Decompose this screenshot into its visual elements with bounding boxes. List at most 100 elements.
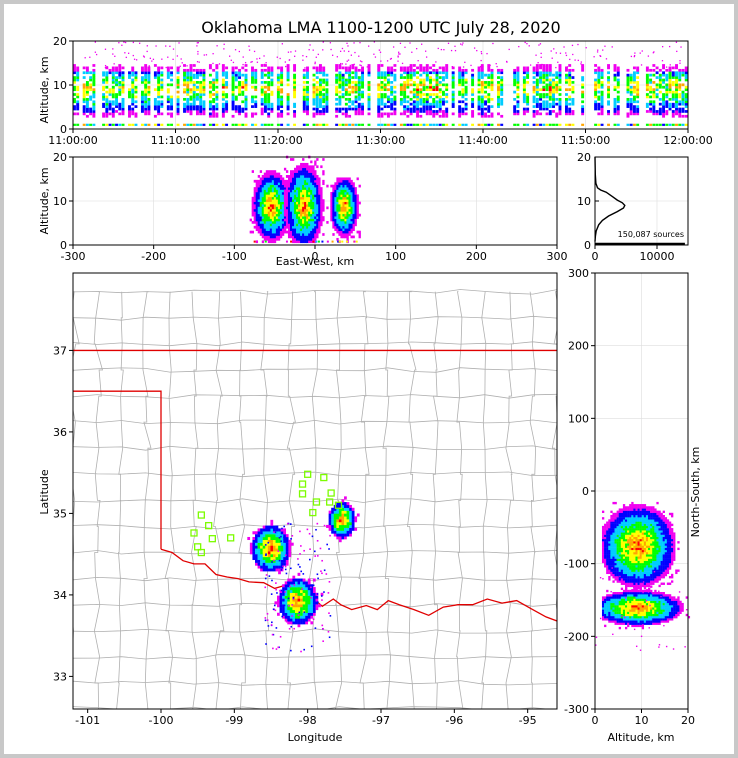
- source-density-cell: [435, 78, 439, 82]
- time-axis-tick-label: 11:50:00: [561, 134, 610, 147]
- source-density-cell: [294, 233, 297, 236]
- source-density-cell: [304, 208, 307, 212]
- source-density-cell: [354, 189, 357, 193]
- source-density-cell: [332, 221, 335, 224]
- source-density-cell: [302, 218, 305, 222]
- source-density-cell: [409, 73, 413, 77]
- source-density-cell: [348, 76, 352, 79]
- source-density-cell: [300, 208, 303, 212]
- source-density-cell: [558, 88, 562, 92]
- source-density-cell: [322, 112, 326, 116]
- east-west-xaxis-tick-label: 100: [385, 250, 406, 263]
- source-density-cell: [522, 112, 526, 116]
- source-density-cell: [312, 201, 315, 205]
- source-density-cell: [354, 97, 358, 101]
- source-density-cell: [271, 191, 275, 195]
- source-density-cell: [257, 221, 261, 224]
- source-density-cell: [532, 110, 536, 113]
- source-density-cell: [665, 93, 669, 96]
- source-density-cell: [338, 206, 341, 210]
- source-density-cell: [338, 73, 342, 77]
- source-density-cell: [629, 112, 633, 116]
- source-density-cell: [490, 73, 494, 77]
- source-density-cell: [535, 71, 539, 75]
- source-density-cell: [300, 570, 303, 573]
- county-boundary: [73, 315, 557, 321]
- source-density-cell: [297, 587, 301, 591]
- source-density-cell: [160, 88, 164, 92]
- source-density-cell: [241, 85, 245, 89]
- source-density-cell: [601, 525, 605, 529]
- source-density-cell: [272, 647, 274, 650]
- source-density-cell: [160, 112, 164, 116]
- source-density-cell: [571, 44, 574, 47]
- source-density-cell: [361, 105, 364, 108]
- source-density-cell: [360, 64, 362, 67]
- source-density-cell: [105, 66, 109, 70]
- source-density-cell: [108, 90, 112, 94]
- source-density-cell: [315, 76, 319, 79]
- source-density-cell: [626, 81, 630, 84]
- source-density-cell: [186, 110, 190, 113]
- source-density-cell: [399, 88, 403, 92]
- source-density-cell: [275, 179, 279, 183]
- source-density-cell: [516, 68, 520, 72]
- source-density-cell: [336, 184, 339, 188]
- source-density-cell: [464, 90, 468, 94]
- source-density-cell: [310, 160, 313, 164]
- source-density-cell: [500, 97, 504, 101]
- source-density-cell: [261, 230, 265, 234]
- source-density-cell: [263, 230, 267, 234]
- source-density-cell: [545, 105, 549, 108]
- source-density-cell: [665, 66, 668, 68]
- source-density-cell: [316, 539, 319, 542]
- source-density-cell: [208, 90, 212, 94]
- source-density-cell: [316, 206, 319, 210]
- source-density-cell: [255, 240, 259, 244]
- source-density-cell: [278, 559, 281, 562]
- source-density-cell: [82, 90, 86, 94]
- source-density-cell: [170, 73, 174, 77]
- source-density-cell: [344, 194, 347, 198]
- source-density-cell: [105, 81, 109, 84]
- source-density-cell: [287, 589, 291, 593]
- source-density-cell: [299, 566, 301, 568]
- source-density-cell: [671, 83, 675, 87]
- county-boundary: [142, 291, 152, 709]
- source-density-cell: [665, 112, 669, 116]
- source-density-cell: [325, 78, 329, 82]
- source-density-cell: [302, 223, 305, 227]
- source-density-cell: [306, 71, 309, 75]
- source-density-cell: [552, 102, 555, 106]
- source-density-cell: [298, 230, 301, 234]
- source-density-cell: [285, 182, 289, 186]
- source-density-cell: [377, 93, 381, 96]
- source-density-cell: [645, 68, 649, 72]
- source-density-cell: [253, 179, 257, 183]
- source-density-cell: [170, 114, 174, 118]
- source-density-cell: [477, 90, 481, 94]
- source-density-cell: [264, 577, 267, 580]
- source-density-cell: [665, 85, 669, 89]
- source-density-cell: [607, 78, 610, 82]
- source-density-cell: [316, 225, 319, 229]
- source-density-cell: [319, 112, 322, 116]
- source-density-cell: [318, 191, 321, 195]
- source-density-cell: [675, 81, 678, 84]
- source-density-cell: [316, 218, 319, 222]
- source-density-cell: [320, 211, 323, 215]
- source-density-cell: [344, 93, 348, 96]
- source-density-cell: [320, 191, 323, 195]
- source-density-cell: [267, 235, 271, 239]
- source-density-cell: [289, 223, 293, 227]
- source-density-cell: [192, 85, 196, 89]
- source-density-cell: [292, 235, 295, 239]
- source-density-cell: [678, 107, 682, 111]
- source-density-cell: [299, 530, 301, 533]
- source-density-cell: [285, 240, 288, 243]
- source-density-cell: [338, 522, 342, 526]
- source-density-cell: [147, 100, 151, 104]
- source-density-cell: [153, 105, 157, 108]
- source-density-cell: [668, 107, 672, 111]
- source-density-cell: [480, 64, 484, 67]
